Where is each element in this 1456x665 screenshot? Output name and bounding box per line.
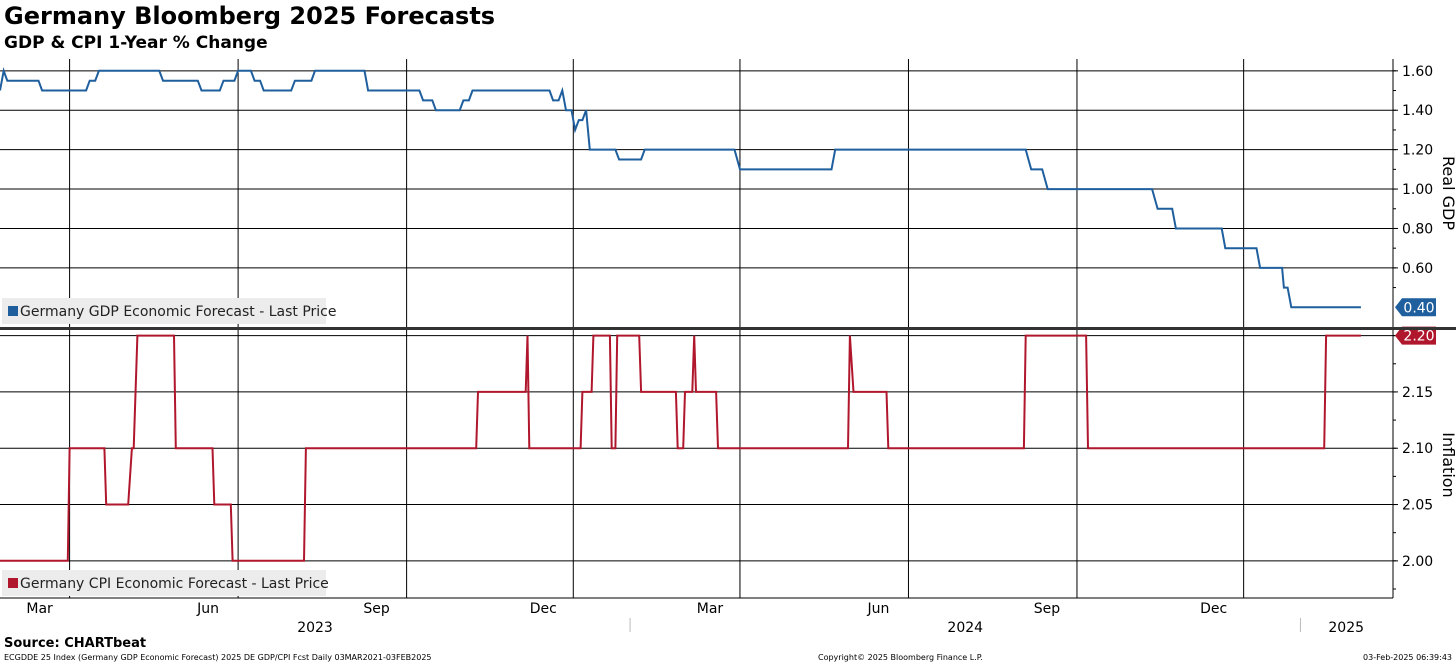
y-axis-title: Inflation: [1439, 432, 1456, 497]
last-value-flag: [1395, 298, 1436, 317]
legend-label: Germany GDP Economic Forecast - Last Pri…: [20, 304, 337, 320]
chart-subtitle: GDP & CPI 1-Year % Change: [4, 33, 268, 53]
y-axis-title: Real GDP: [1439, 156, 1456, 230]
y-tick-label: 0.80: [1402, 221, 1433, 237]
x-tick-label: Dec: [1200, 601, 1227, 617]
source-label: Source: CHARTbeat: [4, 636, 147, 651]
chart-title: Germany Bloomberg 2025 Forecasts: [4, 2, 496, 30]
y-tick-label: 1.60: [1402, 64, 1433, 80]
x-tick-label: Jun: [196, 601, 219, 617]
legend-swatch: [8, 306, 18, 316]
y-tick-label: 0.60: [1402, 261, 1433, 277]
y-tick-label: 2.15: [1402, 385, 1433, 401]
last-value-label: 2.20: [1403, 329, 1434, 345]
legend-box: [2, 298, 326, 324]
x-year-label: 2025: [1328, 620, 1364, 632]
x-tick-label: Sep: [363, 601, 390, 617]
x-year-label: 2023: [297, 620, 333, 632]
y-tick-label: 2.05: [1402, 498, 1433, 514]
index-description: ECGDDE 25 Index (Germany GDP Economic Fo…: [4, 653, 432, 662]
last-value-label: 0.40: [1403, 300, 1434, 316]
y-tick-label: 1.20: [1402, 143, 1433, 159]
dual-panel-line-chart: Mar Jun Sep Dec Mar Jun Sep Dec 2023 2024 2025 1.60…: [0, 59, 1456, 632]
last-value-flag: [1395, 326, 1436, 345]
x-tick-label: Mar: [697, 601, 724, 617]
y-tick-label: 2.10: [1402, 441, 1433, 457]
y-tick-label: 2.00: [1402, 554, 1433, 570]
x-tick-label: Mar: [26, 601, 53, 617]
cpi-forecast-line: [0, 334, 1361, 562]
legend-box: [2, 570, 326, 596]
x-tick-label: Dec: [530, 601, 557, 617]
x-tick-label: Sep: [1034, 601, 1061, 617]
legend-label: Germany CPI Economic Forecast - Last Pri…: [20, 576, 329, 592]
copyright-notice: Copyright© 2025 Bloomberg Finance L.P.: [818, 653, 983, 662]
x-year-label: 2024: [947, 620, 983, 632]
x-tick-label: Jun: [867, 601, 890, 617]
legend-swatch: [8, 578, 18, 588]
gdp-forecast-line: [0, 67, 1361, 309]
y-tick-label: 1.40: [1402, 103, 1433, 119]
y-tick-label: 1.00: [1402, 182, 1433, 198]
timestamp: 03-Feb-2025 06:39:43: [1363, 653, 1452, 662]
